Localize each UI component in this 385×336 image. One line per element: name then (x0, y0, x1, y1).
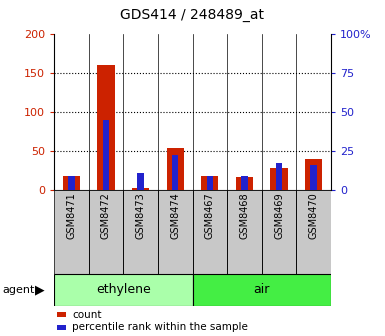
Bar (236, 177, 253, 190)
Bar (192, 274, 331, 306)
Text: GSM8467: GSM8467 (205, 192, 215, 239)
Text: GSM8474: GSM8474 (170, 192, 180, 239)
Text: GSM8469: GSM8469 (274, 192, 284, 239)
Text: GDS414 / 248489_at: GDS414 / 248489_at (121, 8, 264, 23)
Bar (227, 190, 262, 274)
Text: GSM8473: GSM8473 (136, 192, 146, 239)
Bar (158, 190, 192, 274)
Bar (97, 65, 115, 190)
Bar (167, 148, 184, 190)
Bar (54, 190, 89, 274)
Text: percentile rank within the sample: percentile rank within the sample (72, 322, 248, 332)
Bar (172, 156, 179, 190)
Text: GSM8472: GSM8472 (101, 192, 111, 239)
Bar (276, 163, 283, 190)
Text: agent: agent (2, 285, 34, 295)
Bar (57, 312, 66, 317)
Text: GSM8470: GSM8470 (309, 192, 319, 239)
Bar (68, 176, 75, 190)
Bar (62, 176, 80, 190)
Bar (241, 176, 248, 190)
Text: GSM8468: GSM8468 (239, 192, 249, 239)
Bar (57, 325, 66, 330)
Bar (296, 190, 331, 274)
Bar (102, 120, 109, 190)
Text: ▶: ▶ (35, 283, 44, 296)
Text: ethylene: ethylene (96, 283, 151, 296)
Bar (310, 165, 317, 190)
Bar (201, 176, 219, 190)
Bar (305, 159, 323, 190)
Bar (206, 176, 213, 190)
Bar (137, 173, 144, 190)
Bar (192, 190, 227, 274)
Bar (132, 188, 149, 190)
Bar (123, 190, 158, 274)
Text: air: air (254, 283, 270, 296)
Text: count: count (72, 309, 101, 320)
Bar (89, 190, 123, 274)
Bar (262, 190, 296, 274)
Bar (54, 274, 192, 306)
Bar (271, 168, 288, 190)
Text: GSM8471: GSM8471 (66, 192, 76, 239)
